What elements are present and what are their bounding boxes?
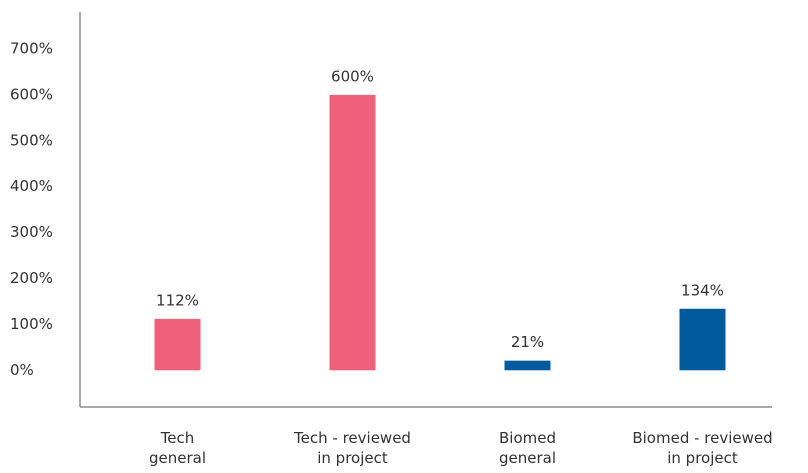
bar — [154, 318, 201, 371]
x-tick-label: Biomed general — [498, 429, 556, 467]
y-tick-label: 100% — [10, 315, 53, 333]
bar — [504, 360, 551, 371]
x-tick-label: Biomed - reviewed in project — [632, 429, 773, 467]
y-tick-label: 700% — [10, 40, 53, 58]
y-tick-label: 400% — [10, 177, 53, 195]
y-tick-label: 200% — [10, 269, 53, 287]
y-tick-label: 600% — [10, 85, 53, 103]
data-label: 21% — [511, 333, 544, 351]
data-label: 112% — [156, 291, 199, 309]
y-tick-label: 500% — [10, 131, 53, 149]
x-tick-label: Tech - reviewed in project — [294, 429, 411, 467]
bar — [679, 308, 726, 371]
data-label: 600% — [331, 67, 374, 85]
x-tick-label: Tech general — [148, 429, 206, 467]
y-tick-label: 0% — [10, 361, 34, 379]
bar — [329, 94, 376, 371]
y-tick-label: 300% — [10, 223, 53, 241]
data-label: 134% — [681, 281, 724, 299]
